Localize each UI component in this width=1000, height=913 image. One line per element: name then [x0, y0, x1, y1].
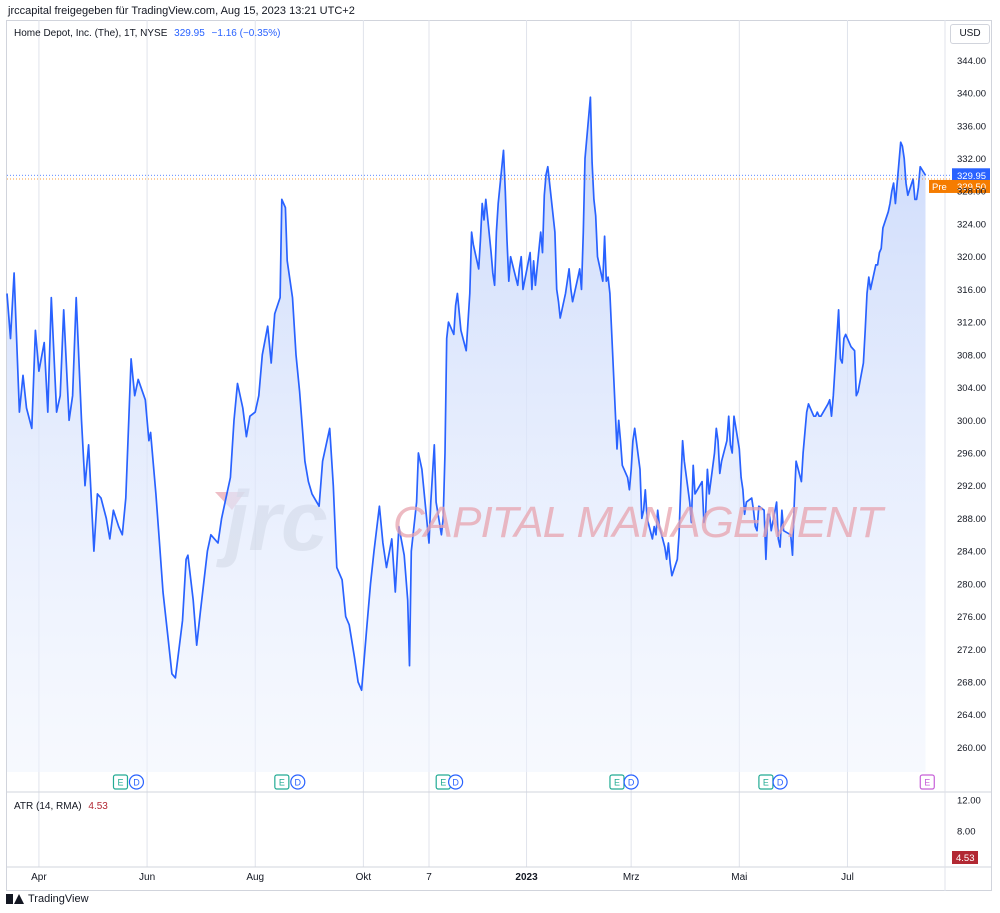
footer-brand[interactable]: TradingView	[6, 893, 89, 905]
y-tick-label: 312.00	[957, 318, 986, 329]
y-tick-label: 272.00	[957, 645, 986, 656]
dividend-marker-icon[interactable]	[623, 774, 639, 790]
atr-axis-label: 4.53	[956, 853, 975, 864]
x-tick-label: Okt	[356, 872, 372, 883]
y-axis: 344.00 340.00 336.00 332.00 328.00 324.00 320.…	[957, 56, 986, 754]
price-area	[7, 97, 926, 772]
atr-legend: ATR (14, RMA) 4.53	[14, 801, 108, 812]
y-tick-label: 268.00	[957, 678, 986, 689]
x-tick-label: Jun	[139, 872, 155, 883]
y-tick-label: 288.00	[957, 514, 986, 525]
legend-price: 329.95	[174, 28, 205, 39]
earnings-marker-label: E	[117, 778, 123, 788]
currency-selector[interactable]: USD	[950, 24, 990, 44]
y-tick-label: 304.00	[957, 383, 986, 394]
dividend-marker-icon[interactable]	[448, 774, 464, 790]
pre-tag-label: Pre	[932, 182, 947, 193]
y-tick-label: 316.00	[957, 285, 986, 296]
y-tick-label: 324.00	[957, 219, 986, 230]
y-tick-label: 300.00	[957, 416, 986, 427]
dividend-marker-label: D	[777, 778, 784, 788]
earnings-marker-label: E	[279, 778, 285, 788]
earnings-marker-label: E	[440, 778, 446, 788]
x-tick-label: 7	[426, 872, 432, 883]
dividend-marker-icon[interactable]	[128, 774, 145, 790]
y-tick-label: 332.00	[957, 154, 986, 165]
price-line[interactable]	[6, 96, 927, 692]
dividend-marker-icon[interactable]	[290, 774, 306, 790]
y-tick-label: 284.00	[957, 547, 986, 558]
y-tick-label: 296.00	[957, 448, 986, 459]
dividend-marker-label: D	[295, 778, 302, 788]
atr-label: ATR (14, RMA)	[14, 801, 82, 812]
tradingview-logo-icon	[6, 894, 24, 904]
pre-price-badge	[929, 179, 990, 193]
pre-price-label: 329.50	[957, 182, 986, 193]
x-tick-label: Mai	[731, 872, 747, 883]
earnings-marker-icon[interactable]	[919, 774, 935, 790]
last-price-badge	[952, 168, 990, 182]
earnings-marker-icon[interactable]	[274, 774, 290, 790]
x-tick-label: Apr	[31, 872, 47, 883]
legend-change: −1.16 (−0.35%)	[211, 28, 281, 39]
earnings-marker-label: E	[614, 778, 620, 788]
x-tick-label: 2023	[515, 872, 538, 883]
y-tick-label: 328.00	[957, 187, 986, 198]
chart-frame	[6, 20, 992, 891]
y-tick-label: 336.00	[957, 121, 986, 132]
chart-legend: Home Depot, Inc. (The), 1T, NYSE 329.95 …	[14, 28, 280, 39]
header-text: jrccapital freigegeben für TradingView.c…	[8, 5, 355, 17]
atr-pane: 12.00 8.00 4.53	[952, 796, 981, 864]
y-tick-label: 292.00	[957, 481, 986, 492]
atr-value-badge	[952, 851, 978, 864]
y-tick-label: 260.00	[957, 743, 986, 754]
dividend-marker-label: D	[133, 778, 140, 788]
earnings-marker-icon[interactable]	[112, 774, 129, 790]
x-tick-label: Mrz	[623, 872, 640, 883]
x-tick-label: Aug	[246, 872, 264, 883]
x-axis: Apr Jun Aug Okt 7 2023 Mrz Mai Jul	[31, 872, 854, 883]
earnings-marker-label: E	[924, 778, 930, 788]
watermark-text: CAPITAL MANAGEMENT	[393, 498, 883, 547]
earnings-marker-label: E	[763, 778, 769, 788]
atr-tick-label: 8.00	[957, 827, 976, 838]
y-tick-label: 308.00	[957, 350, 986, 361]
y-tick-label: 280.00	[957, 579, 986, 590]
dividend-marker-label: D	[452, 778, 459, 788]
y-tick-label: 320.00	[957, 252, 986, 263]
legend-symbol: Home Depot, Inc. (The), 1T, NYSE	[14, 28, 168, 39]
dividend-marker-icon[interactable]	[772, 774, 788, 790]
y-tick-label: 264.00	[957, 710, 986, 721]
x-tick-label: Jul	[841, 872, 854, 883]
atr-tick-label: 12.00	[957, 796, 981, 807]
atr-value: 4.53	[88, 801, 108, 812]
footer-label: TradingView	[28, 893, 89, 905]
y-tick-label: 276.00	[957, 612, 986, 623]
last-price-label: 329.95	[957, 171, 986, 182]
y-tick-label: 340.00	[957, 89, 986, 100]
dividend-marker-label: D	[628, 778, 635, 788]
y-tick-label: 344.00	[957, 56, 986, 67]
